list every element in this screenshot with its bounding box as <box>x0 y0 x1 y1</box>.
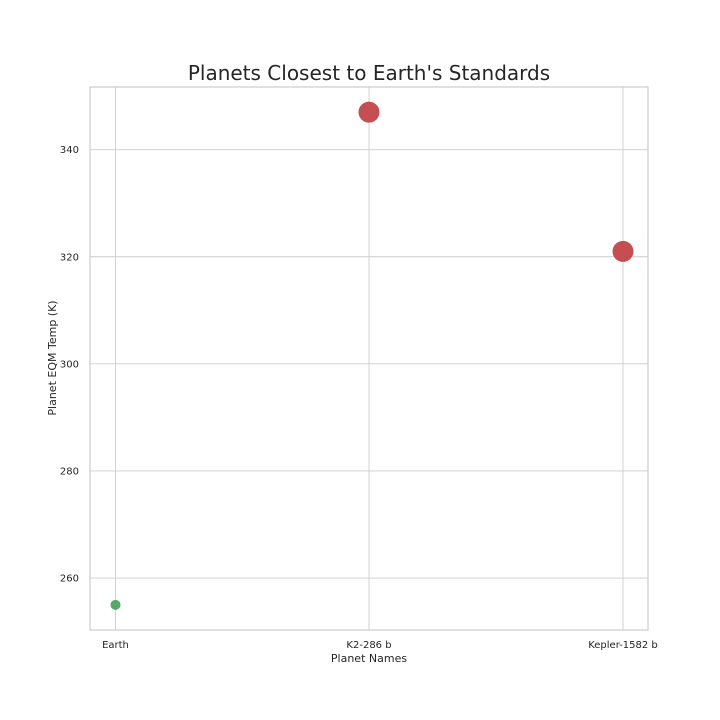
y-tick-label: 300 <box>60 359 79 370</box>
y-axis-label: Planet EQM Temp (K) <box>46 300 59 415</box>
y-tick-label: 280 <box>60 466 79 477</box>
data-point <box>358 101 380 123</box>
chart-title: Planets Closest to Earth's Standards <box>188 61 550 85</box>
data-point <box>110 599 121 610</box>
x-tick-label: K2-286 b <box>346 640 391 651</box>
y-tick-label: 320 <box>60 252 79 263</box>
points-layer <box>110 101 634 610</box>
data-point <box>612 240 634 262</box>
x-tick-label: Kepler-1582 b <box>588 640 658 651</box>
plot-frame <box>89 86 649 631</box>
y-tick-label: 260 <box>60 574 79 585</box>
grid-layer <box>90 87 648 630</box>
x-axis-label: Planet Names <box>331 652 407 665</box>
ticks-layer: Earth K2-286 b Kepler-1582 b 260 280 300 320 34… <box>60 145 658 651</box>
y-tick-label: 340 <box>60 145 79 156</box>
x-tick-label: Earth <box>102 640 129 651</box>
